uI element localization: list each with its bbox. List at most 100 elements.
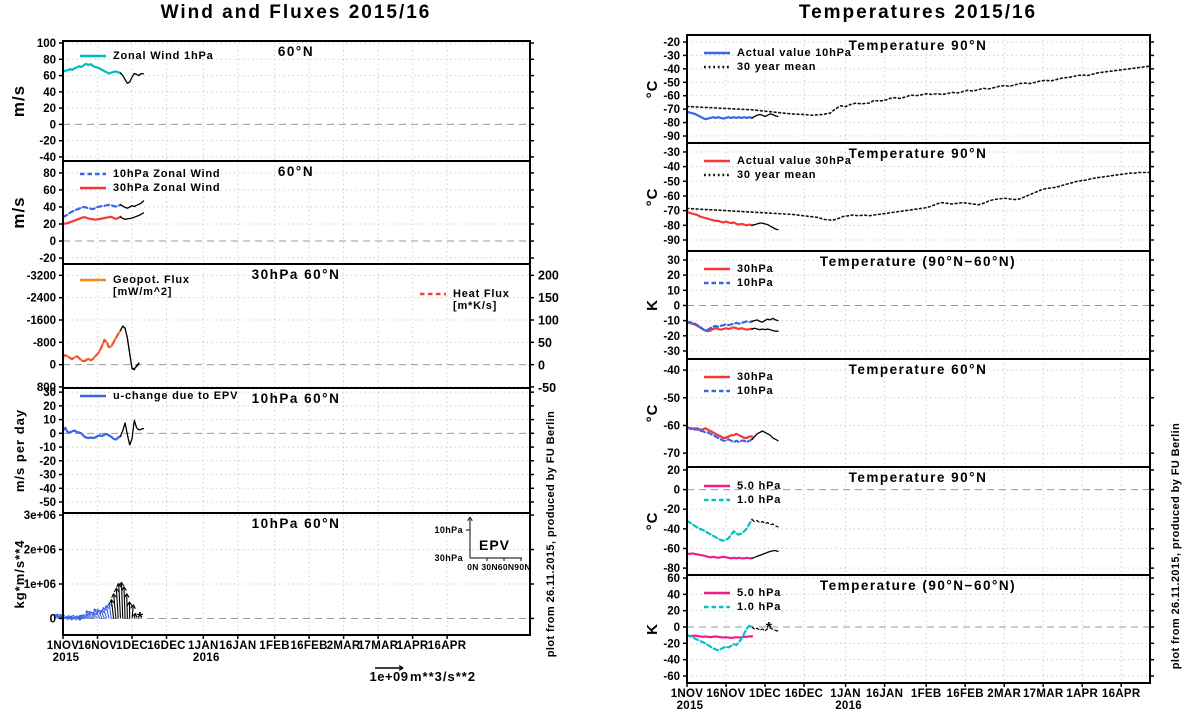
svg-text:-20: -20	[663, 504, 680, 516]
svg-text:-50: -50	[39, 497, 56, 509]
svg-text:°C: °C	[644, 80, 661, 99]
svg-text:0: 0	[674, 485, 680, 497]
svg-text:16APR: 16APR	[1102, 688, 1141, 700]
svg-text:°C: °C	[644, 188, 661, 207]
svg-text:1APR: 1APR	[397, 640, 429, 652]
svg-text:60: 60	[667, 573, 680, 585]
svg-text:30: 30	[667, 255, 680, 267]
wind-fluxes-title: Wind and Fluxes 2015/16	[160, 2, 432, 23]
svg-text:Actual value 30hPa: Actual value 30hPa	[737, 155, 852, 167]
svg-text:-60: -60	[663, 91, 680, 103]
svg-text:*: *	[766, 620, 773, 637]
svg-text:[m*K/s]: [m*K/s]	[453, 300, 497, 312]
svg-text:2016: 2016	[193, 652, 220, 664]
temperatures-title: Temperatures 2015/16	[798, 2, 1038, 23]
svg-text:Geopot. Flux: Geopot. Flux	[113, 274, 190, 286]
svg-text:1DEC: 1DEC	[749, 688, 781, 700]
wind-fluxes-attribution: plot from 26.11.2015, produced by FU Ber…	[545, 410, 557, 658]
svg-text:1JAN: 1JAN	[830, 688, 861, 700]
svg-text:-40: -40	[39, 483, 56, 495]
svg-text:2e+06: 2e+06	[24, 545, 56, 557]
svg-text:0: 0	[50, 119, 56, 131]
svg-text:°C: °C	[644, 512, 661, 531]
svg-text:16JAN: 16JAN	[219, 640, 256, 652]
svg-text:u-change due to EPV: u-change due to EPV	[113, 390, 238, 402]
svg-text:-90: -90	[663, 131, 680, 143]
svg-text:-70: -70	[663, 448, 680, 460]
svg-text:-40: -40	[663, 162, 680, 174]
svg-text:60°N: 60°N	[278, 164, 314, 179]
svg-text:-70: -70	[663, 104, 680, 116]
svg-text:-80: -80	[663, 118, 680, 130]
svg-text:30hPa 60°N: 30hPa 60°N	[252, 267, 341, 282]
svg-text:80: 80	[43, 168, 56, 180]
svg-text:-40: -40	[39, 152, 56, 164]
svg-text:-20: -20	[663, 37, 680, 49]
svg-text:-30: -30	[663, 346, 680, 358]
svg-text:30hPa: 30hPa	[737, 371, 773, 383]
svg-text:-20: -20	[39, 253, 56, 265]
svg-text:5.0 hPa: 5.0 hPa	[737, 480, 781, 492]
svg-text:60: 60	[43, 185, 56, 197]
svg-text:10hPa: 10hPa	[737, 277, 773, 289]
svg-text:0: 0	[538, 358, 545, 372]
svg-text:1NOV: 1NOV	[47, 640, 80, 652]
svg-text:10hPa: 10hPa	[434, 525, 463, 535]
svg-text:Temperature 90°N: Temperature 90°N	[849, 38, 988, 53]
svg-text:-40: -40	[663, 655, 680, 667]
svg-text:16DEC: 16DEC	[785, 688, 824, 700]
svg-text:0: 0	[50, 236, 56, 248]
svg-text:0: 0	[674, 622, 680, 634]
svg-text:80: 80	[43, 54, 56, 66]
svg-text:kg*m/s**4: kg*m/s**4	[12, 540, 27, 609]
svg-text:-2400: -2400	[27, 293, 56, 305]
svg-text:60°N: 60°N	[278, 44, 314, 59]
svg-text:1APR: 1APR	[1066, 688, 1098, 700]
svg-text:1FEB: 1FEB	[911, 688, 942, 700]
svg-text:20: 20	[667, 270, 680, 282]
svg-text:5.0 hPa: 5.0 hPa	[737, 587, 781, 599]
svg-text:2015: 2015	[677, 700, 704, 712]
svg-text:20: 20	[43, 103, 56, 115]
svg-text:-40: -40	[663, 524, 680, 536]
svg-text:[mW/m^2]: [mW/m^2]	[113, 286, 172, 298]
svg-text:20: 20	[43, 219, 56, 231]
svg-text:40: 40	[667, 589, 680, 601]
svg-text:Temperature (90°N−60°N): Temperature (90°N−60°N)	[820, 254, 1016, 269]
svg-text:1FEB: 1FEB	[259, 640, 290, 652]
svg-text:800: 800	[37, 382, 56, 394]
svg-text:30hPa Zonal Wind: 30hPa Zonal Wind	[113, 182, 220, 194]
svg-text:0: 0	[50, 428, 56, 440]
svg-text:1.0 hPa: 1.0 hPa	[737, 601, 781, 613]
svg-text:m/s: m/s	[9, 85, 28, 117]
svg-text:16DEC: 16DEC	[147, 640, 186, 652]
svg-text:16FEB: 16FEB	[290, 640, 327, 652]
svg-text:°C: °C	[644, 404, 661, 423]
svg-text:-60: -60	[663, 543, 680, 555]
svg-text:10hPa 60°N: 10hPa 60°N	[252, 516, 341, 531]
svg-text:2015: 2015	[53, 652, 80, 664]
svg-text:-60: -60	[663, 191, 680, 203]
svg-text:2MAR: 2MAR	[327, 640, 361, 652]
svg-text:-10: -10	[39, 442, 56, 454]
svg-text:17MAR: 17MAR	[358, 640, 399, 652]
svg-text:Temperature 90°N: Temperature 90°N	[849, 146, 988, 161]
svg-text:17MAR: 17MAR	[1023, 688, 1064, 700]
svg-text:-50: -50	[663, 393, 680, 405]
svg-text:10hPa 60°N: 10hPa 60°N	[252, 391, 341, 406]
svg-text:Heat Flux: Heat Flux	[453, 288, 510, 300]
svg-text:-20: -20	[39, 456, 56, 468]
svg-text:16JAN: 16JAN	[866, 688, 903, 700]
svg-text:0N 30N60N90N: 0N 30N60N90N	[467, 562, 531, 572]
svg-text:16FEB: 16FEB	[947, 688, 984, 700]
svg-text:1e+09: 1e+09	[369, 669, 408, 684]
svg-text:1DEC: 1DEC	[116, 640, 148, 652]
svg-text:3e+06: 3e+06	[24, 510, 56, 522]
svg-text:-3200: -3200	[27, 270, 56, 282]
svg-text:m/s: m/s	[9, 196, 28, 228]
svg-text:-60: -60	[663, 671, 680, 683]
